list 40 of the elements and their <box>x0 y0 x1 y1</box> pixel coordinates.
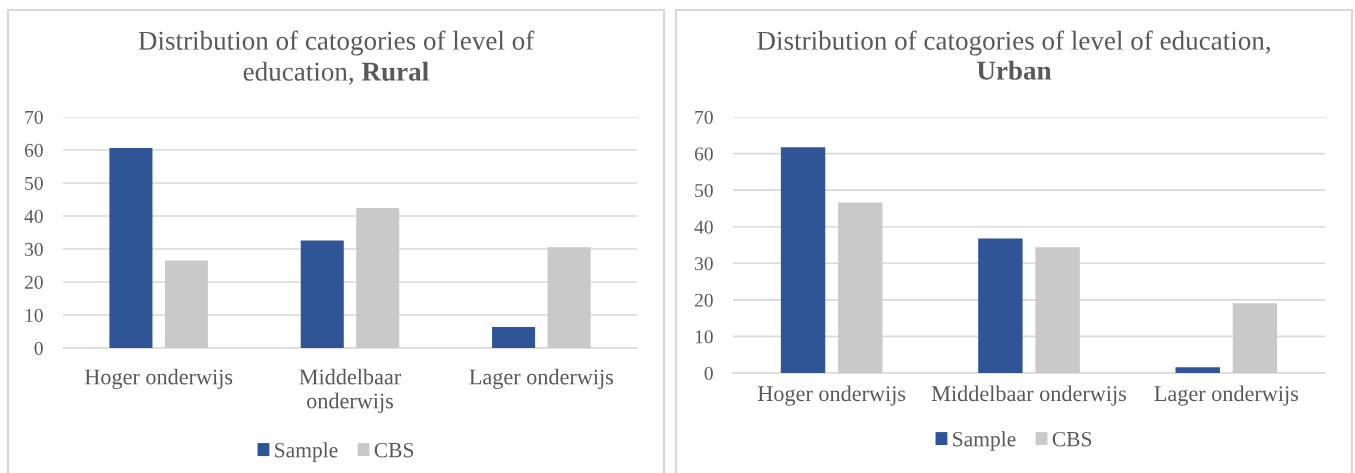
bar <box>356 208 400 348</box>
chart-title: Distribution of catogories of level of education, Urban <box>757 30 1270 80</box>
y-tick-label: 10 <box>25 308 43 322</box>
legend-label: Sample <box>275 442 338 462</box>
y-tick-label: 50 <box>25 176 43 190</box>
y-tick-label: 70 <box>695 110 713 124</box>
x-tick-label: Hoger onderwijs <box>757 385 906 406</box>
y-tick-label: 70 <box>25 110 43 124</box>
x-tick-label: Hoger onderwijs <box>84 368 233 390</box>
chart-title: Distribution of catogories of level of education, Rural <box>138 30 535 85</box>
y-tick-label: 60 <box>694 147 713 161</box>
bar <box>978 238 1023 373</box>
y-tick-label: 20 <box>24 275 43 289</box>
bar <box>547 247 591 348</box>
x-tick-label: Lager onderwijs <box>469 368 614 390</box>
bar <box>109 148 153 348</box>
y-tick-label: 30 <box>695 257 713 271</box>
y-tick-label: 10 <box>695 330 713 344</box>
y-tick-label: 60 <box>24 143 43 157</box>
y-tick-label: 40 <box>694 220 713 234</box>
y-tick-label: 40 <box>24 209 43 223</box>
bar <box>300 240 344 348</box>
x-tick-label: Lager onderwijs <box>1154 385 1299 406</box>
legend-label: Sample <box>953 431 1016 451</box>
bar <box>164 260 208 348</box>
y-tick-label: 0 <box>704 366 713 380</box>
legend-label: CBS <box>1052 431 1092 447</box>
y-tick-label: 0 <box>34 341 43 355</box>
bar <box>1175 367 1220 373</box>
bar <box>1232 303 1278 373</box>
bar <box>1035 247 1080 373</box>
bar <box>838 202 883 373</box>
legend-label: CBS <box>374 442 414 458</box>
x-tick-label: Middelbaar onderwijs <box>299 368 402 413</box>
bar <box>492 326 536 348</box>
y-tick-label: 20 <box>694 293 713 307</box>
bar <box>780 147 826 373</box>
y-tick-label: 30 <box>25 242 43 256</box>
x-tick-label: Middelbaar onderwijs <box>931 385 1127 406</box>
y-tick-label: 50 <box>695 183 713 198</box>
